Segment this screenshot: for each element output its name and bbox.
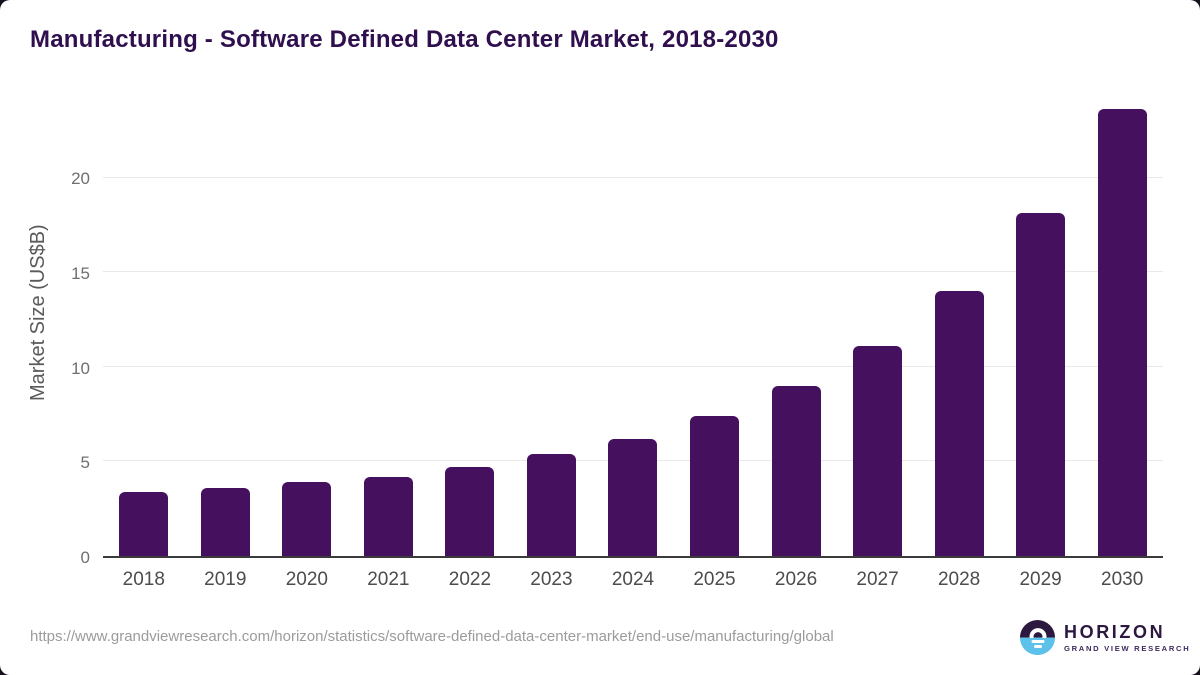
bar-2027 (853, 345, 903, 556)
chart-title: Manufacturing - Software Defined Data Ce… (30, 26, 779, 53)
bar-slot-2018: 2018 (103, 100, 185, 590)
x-axis-label-2027: 2027 (856, 569, 899, 590)
y-tick-label-10: 10 (71, 358, 90, 378)
y-tick-label-5: 5 (80, 453, 90, 473)
bar-2018 (119, 491, 169, 556)
x-axis-label-2025: 2025 (693, 569, 736, 590)
x-axis-label-2030: 2030 (1101, 569, 1144, 590)
y-tick-label-0: 0 (80, 548, 90, 567)
x-axis-label-2029: 2029 (1019, 569, 1062, 590)
bar-2023 (526, 453, 576, 556)
reflection-dash (1031, 640, 1044, 643)
bar-2024 (608, 438, 658, 556)
x-axis-label-2019: 2019 (204, 569, 247, 590)
bar-slot-2024: 2024 (592, 100, 674, 590)
bar-slot-2029: 2029 (1000, 100, 1082, 590)
reflection-dash (1033, 645, 1042, 648)
bar-slot-2030: 2030 (1081, 100, 1163, 590)
bar-2021 (363, 476, 413, 556)
bar-2030 (1097, 109, 1147, 556)
x-axis-label-2028: 2028 (937, 569, 981, 590)
bar-2019 (200, 487, 250, 556)
brand-name: HORIZON (1064, 621, 1166, 642)
bar-2029 (1016, 213, 1066, 556)
y-tick-label-20: 20 (71, 169, 90, 189)
bar-2026 (771, 385, 821, 556)
bar-slot-2022: 2022 (429, 100, 511, 590)
x-axis-label-2022: 2022 (448, 569, 492, 590)
x-axis-label-2024: 2024 (611, 569, 655, 590)
bar-slot-2019: 2019 (185, 100, 267, 590)
brand-logo: HORIZON GRAND VIEW RESEARCH (1020, 620, 1190, 655)
x-axis-label-2018: 2018 (122, 569, 165, 590)
brand-text: HORIZON GRAND VIEW RESEARCH (1064, 621, 1191, 653)
plot-area: Market Size (US$B) 2018 2019 2020 2021 2022 2… (27, 100, 1163, 590)
gridline-20 (103, 176, 1163, 178)
gridline-15 (103, 271, 1163, 273)
bar-2025 (689, 415, 739, 556)
bar-2020 (282, 482, 332, 556)
x-axis-label-2026: 2026 (774, 569, 818, 590)
x-axis-label-2021: 2021 (367, 569, 410, 590)
y-axis-title: Market Size (US$B) (27, 224, 49, 401)
bar-2028 (934, 291, 984, 556)
gridline-10 (103, 365, 1163, 367)
bar-slot-2020: 2020 (266, 100, 348, 590)
x-axis-label-2023: 2023 (530, 569, 573, 590)
bar-slot-2026: 2026 (755, 100, 837, 590)
water-shape (1020, 637, 1055, 655)
brand-subtitle: GRAND VIEW RESEARCH (1064, 643, 1191, 653)
bar-slot-2023: 2023 (511, 100, 593, 590)
source-url: https://www.grandviewresearch.com/horizo… (30, 628, 834, 645)
bar-2022 (445, 467, 495, 556)
sun-over-horizon-icon (1020, 620, 1055, 655)
bars-container: 2018 2019 2020 2021 2022 2023 2024 2025 2026 2027… (103, 100, 1163, 590)
x-axis-label-2020: 2020 (285, 569, 328, 590)
y-tick-label-15: 15 (71, 264, 90, 284)
bar-slot-2027: 2027 (837, 100, 919, 590)
bar-slot-2021: 2021 (348, 100, 430, 590)
bar-slot-2028: 2028 (918, 100, 1000, 590)
bar-slot-2025: 2025 (674, 100, 756, 590)
